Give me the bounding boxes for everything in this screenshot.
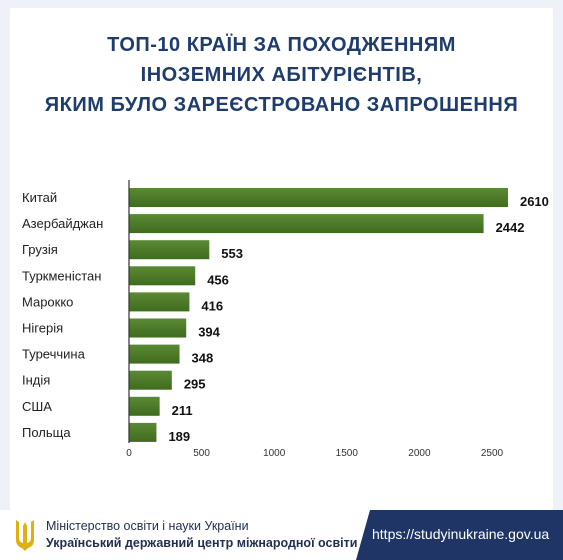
bar <box>129 370 172 390</box>
category-label: Індія <box>22 373 50 388</box>
category-label: Нігерія <box>22 321 63 336</box>
bar <box>129 240 210 260</box>
category-label: Туреччина <box>22 347 86 362</box>
value-label: 456 <box>207 272 229 287</box>
bar <box>129 344 180 364</box>
x-tick-label: 0 <box>126 448 132 459</box>
footer-url-band <box>356 510 563 560</box>
value-label: 295 <box>184 377 206 392</box>
title-line-3: ЯКИМ БУЛО ЗАРЕЄСТРОВАНО ЗАПРОШЕННЯ <box>44 94 519 116</box>
x-tick-label: 1500 <box>336 448 359 459</box>
x-tick-label: 2000 <box>408 448 431 459</box>
website-link[interactable]: https://studyinukraine.gov.ua <box>372 526 550 542</box>
page-title: ТОП-10 КРАЇН ЗА ПОХОДЖЕННЯМ ІНОЗЕМНИХ АБ… <box>0 30 563 120</box>
bar <box>129 214 484 234</box>
bar <box>129 422 157 442</box>
title-line-2: ІНОЗЕМНИХ АБІТУРІЄНТІВ, <box>140 64 423 86</box>
center-name: Український державний центр міжнародної … <box>46 536 358 550</box>
value-label: 211 <box>172 403 193 418</box>
value-label: 394 <box>198 325 220 340</box>
bar <box>129 292 190 312</box>
bar <box>129 266 196 286</box>
value-label: 416 <box>201 298 223 313</box>
category-label: Польща <box>22 425 71 440</box>
ministry-name: Міністерство освіти і науки України <box>46 519 249 533</box>
bar <box>129 188 508 207</box>
trident-icon <box>16 520 34 551</box>
x-tick-labels: 0 500 1000 1500 2000 2500 <box>126 448 503 459</box>
category-label: Китай <box>22 190 57 205</box>
bars-group: Китай 2610 Азербайджан 2442 Грузія 553 Туркмен… <box>22 188 549 444</box>
value-label: 553 <box>221 246 243 261</box>
x-tick-label: 1000 <box>263 448 286 459</box>
category-label: Марокко <box>22 294 73 309</box>
category-label: Азербайджан <box>22 216 103 231</box>
footer: Міністерство освіти і науки України Укра… <box>0 510 563 560</box>
value-label: 348 <box>192 351 214 366</box>
bar <box>129 396 160 416</box>
footer-left-panel: Міністерство освіти і науки України Укра… <box>0 510 370 560</box>
title-line-1: ТОП-10 КРАЇН ЗА ПОХОДЖЕННЯМ <box>107 34 456 56</box>
x-tick-label: 2500 <box>481 448 504 459</box>
card-background <box>10 8 553 510</box>
value-label: 2442 <box>496 220 525 235</box>
value-label: 2610 <box>520 194 549 209</box>
category-label: Туркменістан <box>22 268 101 283</box>
bar-chart: Китай 2610 Азербайджан 2442 Грузія 553 Туркмен… <box>22 180 549 459</box>
category-label: США <box>22 399 52 414</box>
value-label: 189 <box>168 429 190 444</box>
bar <box>129 318 187 338</box>
category-label: Грузія <box>22 242 58 257</box>
x-tick-label: 500 <box>193 448 210 459</box>
